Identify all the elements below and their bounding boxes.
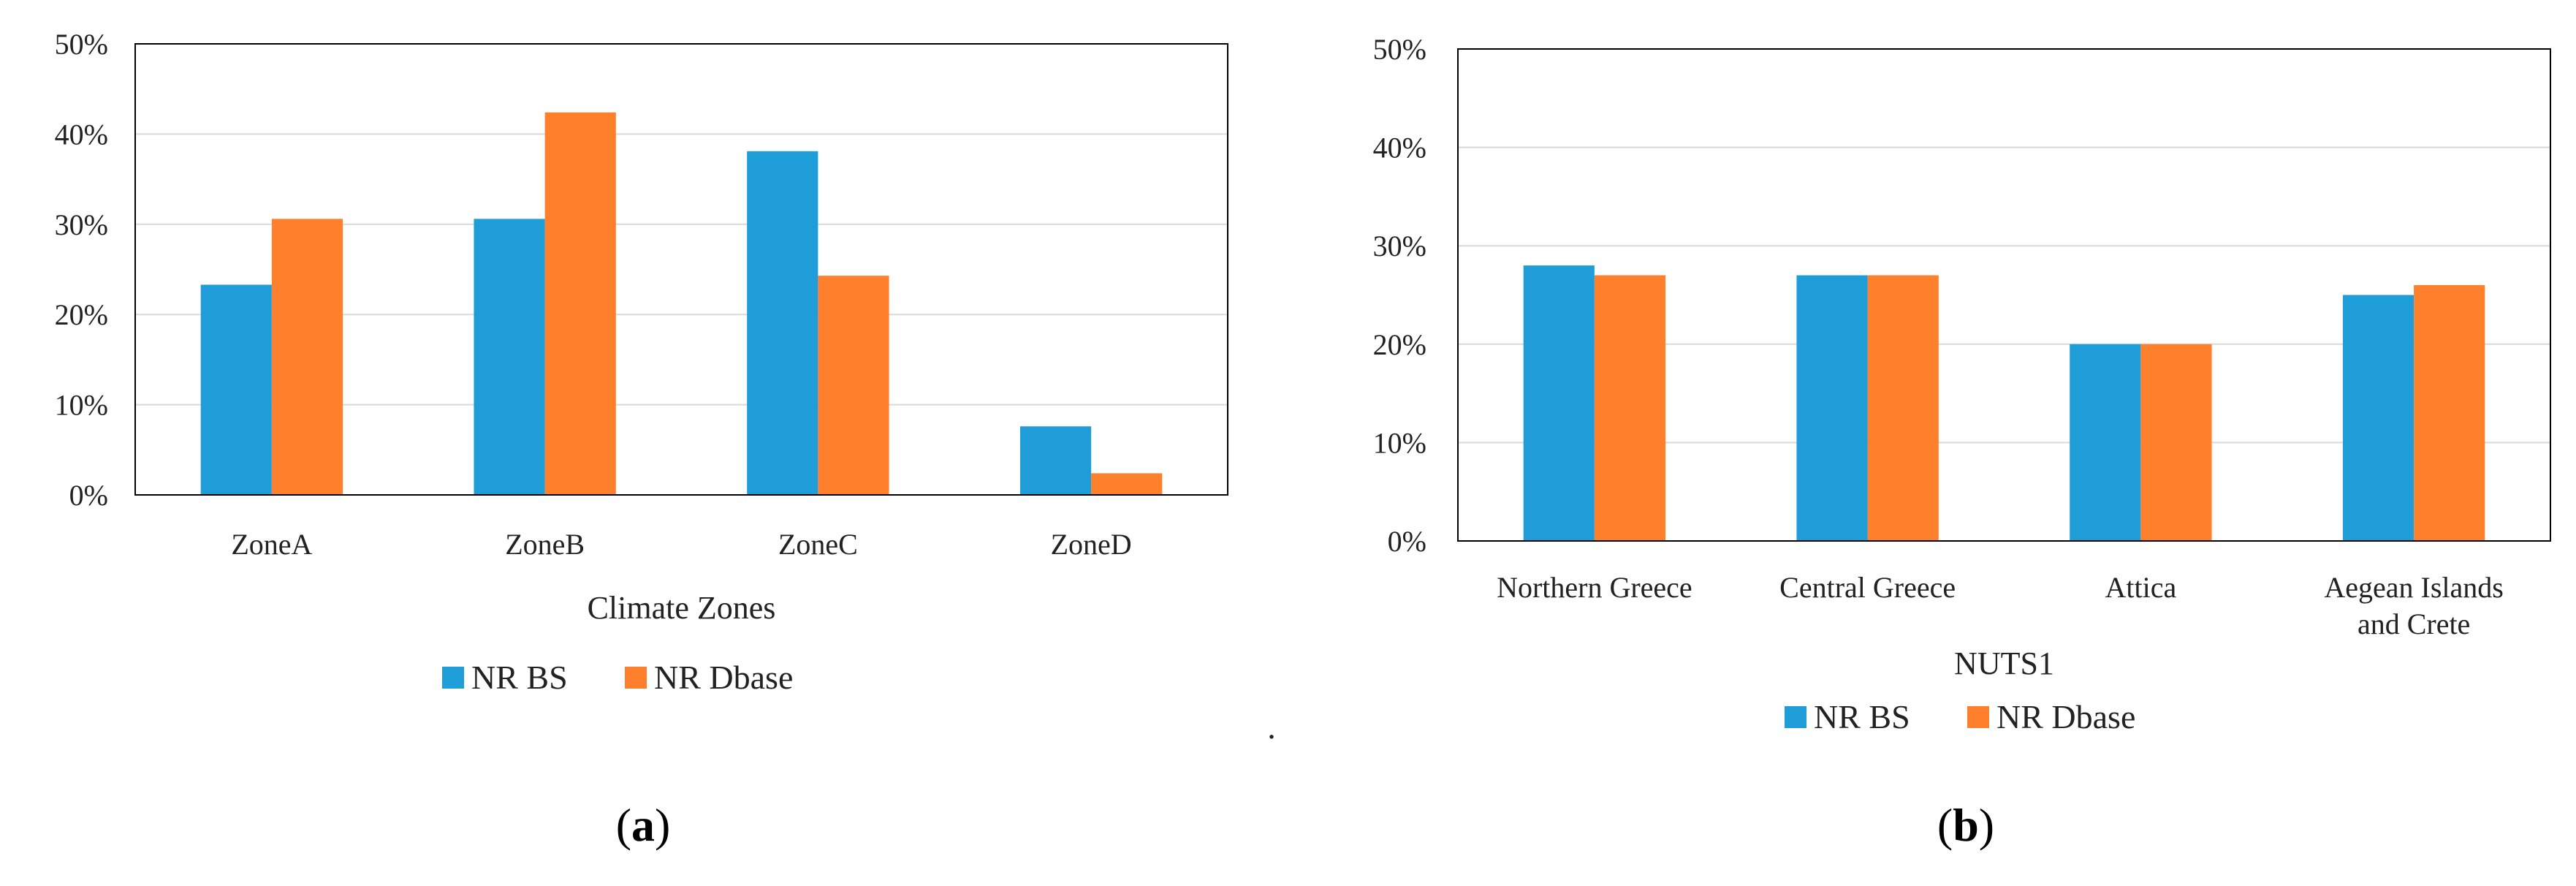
y-tick-labels: 0% 10% 20% 30% 40% 50% (1373, 33, 1426, 558)
legend-label: NR BS (471, 659, 568, 696)
y-tick-label: 20% (55, 298, 108, 331)
bar-nr-dbase (818, 276, 889, 495)
bar-nr-bs (200, 284, 272, 495)
bars (200, 112, 1163, 495)
chart-panel-b: 0% 10% 20% 30% 40% 50% Northern Greece Central… (1373, 33, 2551, 851)
y-tick-label: 10% (1373, 426, 1426, 459)
x-tick-label: Attica (2105, 571, 2177, 604)
x-tick-labels: Northern Greece Central Greece Attica Aegea… (1497, 571, 2504, 640)
legend: NR BS NR Dbase (442, 659, 793, 696)
bar-nr-dbase (271, 219, 343, 495)
y-tick-label: 20% (1373, 328, 1426, 361)
bar-nr-dbase (544, 112, 616, 495)
y-tick-label: 0% (1388, 525, 1426, 558)
legend-swatch (1967, 706, 1989, 728)
y-tick-label: 10% (55, 389, 108, 422)
bar-nr-bs (474, 219, 545, 495)
separator-dot: . (1267, 708, 1276, 746)
y-tick-label: 30% (1373, 230, 1426, 262)
bars (1523, 265, 2485, 541)
plot-frame (1457, 48, 2551, 542)
x-tick-label: Northern Greece (1497, 571, 1692, 604)
x-tick-label: Aegean Islands and Crete (2324, 571, 2503, 640)
legend: NR BS NR Dbase (1785, 698, 2135, 735)
x-tick-label: ZoneB (505, 528, 585, 561)
bar-nr-dbase (2414, 285, 2485, 541)
bar-nr-bs (747, 151, 818, 495)
bar-nr-dbase (2140, 344, 2212, 541)
x-tick-label: Central Greece (1779, 571, 1956, 604)
bar-nr-bs (2070, 344, 2141, 541)
legend-label: NR BS (1814, 698, 1910, 735)
x-tick-labels: ZoneA ZoneB ZoneC ZoneD (231, 528, 1131, 561)
x-tick-label: ZoneD (1051, 528, 1132, 561)
x-tick-label: ZoneC (778, 528, 858, 561)
plot-frame (134, 43, 1228, 496)
y-tick-label: 50% (55, 28, 108, 61)
y-tick-label: 0% (69, 479, 108, 512)
bar-nr-bs (1019, 426, 1092, 495)
chart-panel-a: 0% 10% 20% 30% 40% 50% ZoneA ZoneB ZoneC ZoneD C… (55, 28, 1228, 851)
x-tick-label: ZoneA (231, 528, 312, 561)
bar-nr-bs (2342, 295, 2414, 541)
bar-nr-dbase (1091, 473, 1163, 495)
bar-nr-bs (1523, 265, 1595, 541)
bar-nr-bs (1796, 275, 1868, 541)
bar-nr-dbase (1867, 275, 1939, 541)
y-tick-labels: 0% 10% 20% 30% 40% 50% (55, 28, 108, 512)
y-tick-label: 40% (1373, 132, 1426, 164)
x-axis-title: NUTS1 (1954, 645, 2054, 681)
legend-swatch (625, 667, 647, 689)
panel-label-b: (b) (1937, 799, 1994, 851)
legend-swatch (1785, 706, 1806, 728)
y-tick-label: 40% (55, 118, 108, 151)
x-axis-title: Climate Zones (588, 590, 776, 626)
panel-label-a: (a) (616, 799, 671, 851)
y-tick-label: 50% (1373, 33, 1426, 66)
legend-label: NR Dbase (654, 659, 793, 696)
bar-nr-dbase (1594, 275, 1666, 541)
legend-label: NR Dbase (1996, 698, 2135, 735)
legend-swatch (442, 667, 464, 689)
y-tick-label: 30% (55, 208, 108, 241)
